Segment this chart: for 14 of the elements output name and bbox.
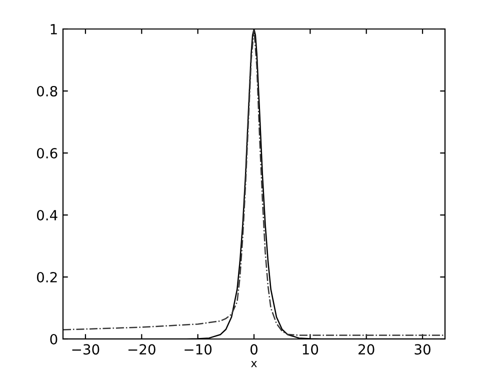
x-tick-label: −10: [184, 344, 212, 355]
y-tick-label: 0: [50, 334, 58, 344]
y-tick-label: 0.2: [36, 272, 57, 282]
x-tick-label: 20: [358, 344, 374, 355]
y-tick-label: 0.4: [36, 210, 58, 220]
y-tick-label: 0.6: [36, 148, 58, 158]
x-tick-label: 0: [250, 344, 258, 355]
x-tick-label: −20: [128, 344, 156, 355]
x-tick-label: 10: [302, 344, 318, 355]
x-axis-title: x: [251, 361, 257, 368]
y-tick-label: 0.8: [36, 86, 58, 96]
x-tick-label: −30: [72, 344, 100, 355]
y-tick-label: 1: [50, 24, 57, 34]
x-tick-label: 30: [414, 344, 430, 355]
